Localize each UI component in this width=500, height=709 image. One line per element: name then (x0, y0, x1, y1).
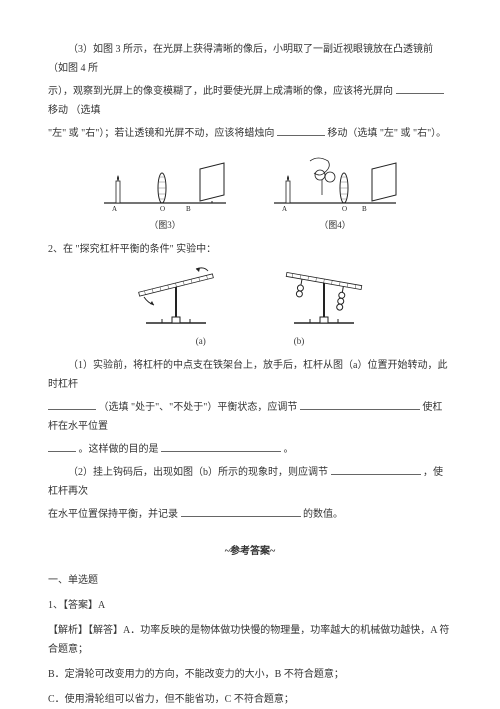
figab-labels: (a) (b) (48, 333, 452, 350)
q2-1-line1: （1）实验前，将杠杆的中点支在铁架台上，放手后，杠杆从图（a）位置开始转动，此时… (48, 356, 452, 394)
ans1-label: 1、【答案】A (48, 596, 452, 615)
q2-1-line3b: 。 (284, 444, 294, 455)
svg-text:O: O (160, 205, 165, 213)
blank-2 (277, 126, 325, 136)
q1-3-line3: "左" 或 "右"）；若让透镜和光屏不动，应该将蜡烛向 移动（选填 "左" 或 … (48, 124, 452, 143)
q2-1-line2a: （选填 "处于"、"不处于"）平衡状态，应调节 (99, 402, 298, 413)
svg-text:A: A (282, 205, 287, 213)
blank-6 (161, 442, 281, 452)
answers-title: ~参考答案~ (48, 542, 452, 561)
figa-label: (a) (196, 333, 206, 350)
q2-2-line1a: （2）挂上钩码后，出现如图（b）所示的现象时，则应调节 (68, 467, 328, 478)
blank-3 (48, 400, 96, 410)
q2-2-line2b: 的数值。 (303, 509, 343, 520)
blank-7 (331, 465, 421, 475)
q2-1-line2: （选填 "处于"、"不处于"）平衡状态，应调节 使杠杆在水平位置 (48, 398, 452, 436)
fig4-label: （图4） (270, 217, 400, 234)
q1-3-line2b: 移动 （选填 (48, 105, 101, 116)
blank-8 (181, 507, 301, 517)
svg-text:B: B (362, 205, 367, 213)
blank-4 (300, 400, 420, 410)
svg-text:A: A (112, 205, 117, 213)
svg-text:O: O (342, 205, 347, 213)
figb-label: (b) (294, 333, 305, 350)
q2-2-line2: 在水平位置保持平衡，并记录 的数值。 (48, 505, 452, 524)
q1-3-line3b: 移动（选填 "左" 或 "右"）。 (327, 128, 446, 139)
q2-intro: 2、在 "探究杠杆平衡的条件" 实验中： (48, 240, 452, 259)
expl-a: 【解析】【解答】A．功率反映的是物体做功快慢的物理量，功率越大的机械做功越快，A… (48, 621, 452, 659)
figure-4: A O B （图4） (270, 155, 400, 234)
blank-1 (396, 84, 444, 94)
expl-c: C．使用滑轮组可以省力，但不能省功，C 不符合题意； (48, 690, 452, 709)
q1-3-line1: （3）如图 3 所示，在光屏上获得清晰的像后，小明取了一副近视眼镜放在凸透镜前（… (48, 40, 452, 78)
blank-5 (48, 442, 76, 452)
q2-2-line1: （2）挂上钩码后，出现如图（b）所示的现象时，则应调节 ，使杠杆再次 (48, 463, 452, 501)
expl-b: B．定滑轮可改变用力的方向，不能改变力的大小，B 不符合题意； (48, 665, 452, 684)
q1-3-line2a: 示），观察到光屏上的像变模糊了，此时要使光屏上成清晰的像，应该将光屏向 (48, 86, 393, 97)
q1-3-line2: 示），观察到光屏上的像变模糊了，此时要使光屏上成清晰的像，应该将光屏向 移动 （… (48, 82, 452, 120)
q2-1-line3a: 。这样做的目的是 (79, 444, 159, 455)
q2-2-line2a: 在水平位置保持平衡，并记录 (48, 509, 178, 520)
figure-a (126, 267, 226, 329)
section-single: 一、单选题 (48, 571, 452, 590)
q1-3-line3a: "左" 或 "右"）；若让透镜和光屏不动，应该将蜡烛向 (48, 128, 274, 139)
figure-b (274, 267, 374, 329)
fig3-label: （图3） (100, 217, 230, 234)
svg-text:B: B (186, 205, 191, 213)
figure-row-lenses: A O B （图3） A (48, 155, 452, 234)
figure-3: A O B （图3） (100, 155, 230, 234)
q2-1-line3: 。这样做的目的是 。 (48, 440, 452, 459)
figure-row-levers (48, 267, 452, 329)
